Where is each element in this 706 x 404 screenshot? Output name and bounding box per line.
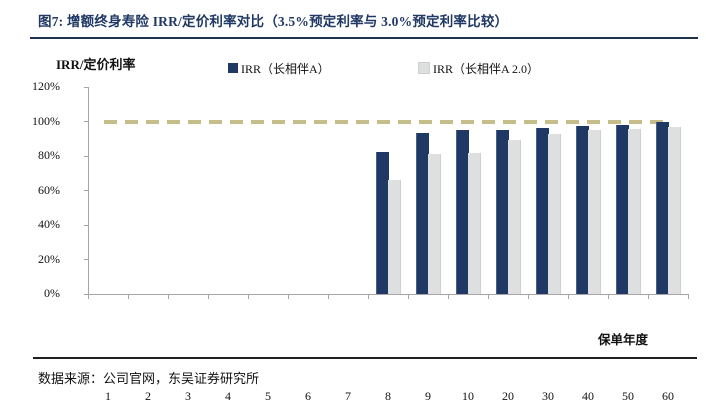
y-tick-label: 100% [32, 113, 60, 128]
bar-IRR（长相伴A）-year-60 [656, 122, 669, 294]
x-tick-label: 50 [622, 389, 634, 403]
y-tick-label: 40% [38, 217, 60, 231]
x-axis-title: 保单年度 [598, 333, 649, 347]
x-axis-tick [208, 295, 209, 299]
reference-line-100pct [104, 119, 664, 124]
x-tick-label: 4 [225, 389, 231, 403]
x-axis-tick [568, 295, 569, 299]
x-axis-tick [688, 295, 689, 299]
bar-IRR（长相伴A 2.0）-year-30 [548, 133, 561, 294]
x-axis-line [88, 294, 689, 295]
x-axis-tick [648, 295, 649, 299]
y-axis-line [88, 87, 89, 294]
x-tick-label: 30 [542, 389, 554, 403]
legend-label-series-1: IRR（长相伴A） [241, 61, 330, 76]
bar-IRR（长相伴A 2.0）-year-10 [468, 152, 481, 294]
source-note: 数据来源：公司官网，东吴证券研究所 [38, 371, 260, 386]
x-axis-tick [328, 295, 329, 299]
y-axis-title: IRR/定价利率 [56, 57, 136, 72]
x-tick-label: 6 [305, 389, 311, 403]
y-tick-label: 120% [32, 79, 60, 93]
bar-IRR（长相伴A 2.0）-year-8 [388, 180, 401, 294]
y-axis-tick [84, 259, 88, 260]
figure-title: 图7: 增额终身寿险 IRR/定价利率对比（3.5%预定利率与 3.0%预定利率… [38, 14, 509, 29]
bar-IRR（长相伴A 2.0）-year-40 [588, 130, 601, 294]
title-divider [30, 37, 698, 39]
bar-IRR（长相伴A）-year-40 [576, 126, 589, 294]
x-tick-label: 5 [265, 389, 271, 403]
legend-item-series-1: IRR（长相伴A） [228, 60, 330, 76]
x-axis-tick [608, 295, 609, 299]
y-axis-tick [84, 121, 88, 122]
bar-IRR（长相伴A 2.0）-year-20 [508, 139, 521, 294]
x-tick-label: 8 [385, 389, 391, 403]
bar-IRR（长相伴A 2.0）-year-50 [628, 128, 641, 294]
y-axis-tick [84, 86, 88, 88]
bar-IRR（长相伴A）-year-9 [416, 132, 429, 294]
y-tick-label: 0% [44, 286, 60, 300]
plot-area: 0% 20% 40% 60% 80% 100% 120% 1 2 3 4 5 6 7 8 9 10 20 30 40 5… [32, 79, 689, 403]
x-axis-tick [128, 295, 129, 299]
x-axis-tick [288, 295, 289, 299]
x-tick-label: 1 [105, 389, 111, 403]
x-axis-tick [248, 295, 249, 299]
x-axis-tick [368, 295, 369, 299]
series-1-swatch-icon [228, 63, 238, 73]
x-tick-label: 9 [425, 389, 431, 403]
x-tick-label: 3 [185, 389, 191, 403]
legend-label-series-2: IRR（长相伴A 2.0） [433, 61, 540, 76]
bar-IRR（长相伴A）-year-20 [496, 129, 509, 294]
bar-IRR（长相伴A）-year-8 [376, 151, 389, 294]
x-axis-tick [168, 295, 169, 299]
y-tick-label: 60% [38, 182, 60, 197]
x-tick-label: 10 [462, 389, 474, 403]
footer-divider [33, 357, 697, 359]
x-axis-tick [408, 295, 409, 299]
x-axis-tick [488, 295, 489, 299]
legend-item-series-2: IRR（长相伴A 2.0） [418, 60, 539, 76]
x-axis-tick [448, 295, 449, 299]
y-axis-tick [84, 190, 88, 191]
y-tick-label: 20% [38, 251, 60, 266]
x-tick-label: 2 [145, 389, 151, 403]
x-axis-tick [88, 295, 89, 299]
y-tick-label: 80% [38, 148, 60, 162]
series-2-swatch-icon [418, 62, 430, 74]
y-axis-tick [84, 224, 88, 226]
legend: IRR（长相伴A） IRR（长相伴A 2.0） [0, 60, 706, 78]
x-tick-label: 40 [582, 389, 594, 403]
y-axis-tick [84, 293, 88, 295]
x-tick-label: 20 [502, 389, 514, 403]
x-tick-label: 7 [345, 389, 351, 403]
bar-IRR（长相伴A 2.0）-year-9 [428, 154, 441, 294]
bar-IRR（长相伴A）-year-30 [536, 127, 549, 294]
bar-IRR（长相伴A 2.0）-year-60 [668, 127, 681, 294]
bar-IRR（长相伴A）-year-50 [616, 124, 629, 294]
bar-IRR（长相伴A）-year-10 [456, 130, 469, 294]
x-axis-tick [528, 295, 529, 299]
y-axis-tick [84, 155, 88, 157]
x-tick-label: 60 [662, 389, 674, 403]
